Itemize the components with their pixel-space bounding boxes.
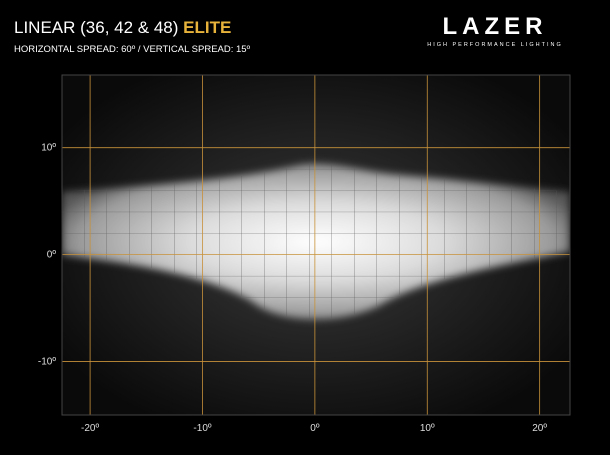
x-tick-label: 10º	[420, 423, 435, 434]
x-tick-label: 20º	[532, 423, 547, 434]
y-tick-label: 0º	[47, 250, 57, 261]
x-tick-label: 0º	[310, 423, 320, 434]
plot-area	[62, 75, 570, 415]
title-text: LINEAR (36, 42 & 48)	[14, 18, 178, 37]
logo: LAZER	[443, 13, 548, 40]
title: LINEAR (36, 42 & 48) ELITE	[14, 18, 231, 37]
x-tick-label: -20º	[81, 423, 99, 434]
ticks: -20º -10º 0º 10º 20º 10º 0º -10º	[38, 143, 547, 434]
title-highlight: ELITE	[183, 18, 231, 37]
logo-tagline: HIGH PERFORMANCE LIGHTING	[427, 42, 563, 48]
grid	[62, 75, 570, 415]
subtitle: HORIZONTAL SPREAD: 60º / VERTICAL SPREAD…	[14, 44, 251, 55]
y-tick-label: 10º	[41, 143, 56, 154]
y-tick-label: -10º	[38, 357, 56, 368]
plot-frame	[61, 74, 571, 416]
x-tick-label: -10º	[193, 423, 211, 434]
